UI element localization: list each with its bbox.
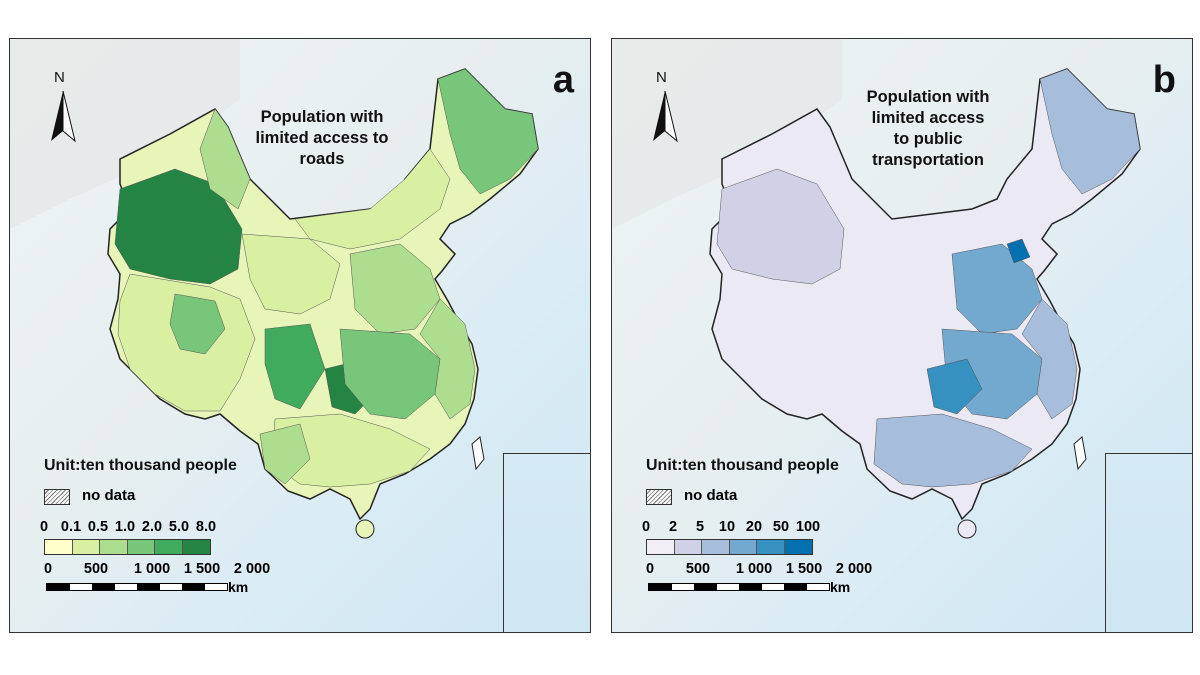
legend-tick: 100: [795, 519, 821, 535]
scale-bar: [648, 583, 830, 591]
ramp-swatch: [45, 540, 73, 554]
ramp-swatch: [182, 540, 210, 554]
color-ramp: [44, 539, 211, 555]
scale-bar: [46, 583, 228, 591]
ramp-swatch: [757, 540, 785, 554]
hainan-island: [957, 519, 977, 539]
color-ramp: [646, 539, 813, 555]
scale-label: 1 500: [785, 561, 823, 577]
terrain-texture: [612, 39, 842, 229]
region-sichuan-west: [264, 323, 326, 410]
scale-unit: km: [830, 579, 851, 595]
region-qinghai: [241, 233, 341, 315]
region-xinjiang-west: [114, 168, 243, 285]
legend-tick: 5: [695, 519, 705, 535]
south-china-sea-inset: [503, 453, 590, 632]
legend-unit: Unit:ten thousand people: [44, 457, 237, 474]
legend-tick: 0: [39, 519, 49, 535]
hainan-island: [355, 519, 375, 539]
region-sichuan-east: [926, 358, 983, 415]
legend-ticks: 0 2 5 10 20 50 100: [642, 519, 846, 537]
north-arrow-icon: [51, 90, 76, 143]
ramp-swatch: [702, 540, 730, 554]
ramp-swatch: [729, 540, 758, 554]
title-line: transportation: [872, 151, 984, 169]
no-data-label: no data: [684, 487, 738, 504]
legend-tick: 5.0: [168, 519, 190, 535]
scale-unit: km: [228, 579, 249, 595]
region-central: [339, 328, 441, 420]
scale-label: 500: [685, 561, 711, 577]
north-label: N: [54, 69, 65, 86]
title-line: to public: [893, 130, 963, 148]
ramp-swatch: [674, 540, 703, 554]
scale-labels: 0 500 1 000 1 500 2 000: [646, 561, 876, 579]
region-north-china: [951, 243, 1043, 335]
scale-label: 0: [43, 561, 53, 577]
map-title: Population with limited access to roads: [238, 107, 406, 170]
region-east-coast: [419, 298, 476, 420]
ramp-swatch: [100, 540, 128, 554]
panel-letter: a: [552, 59, 574, 101]
scale-label: 1 500: [183, 561, 221, 577]
scale-label: 0: [645, 561, 655, 577]
region-northeast: [1039, 68, 1141, 195]
south-china-sea-inset: [1105, 453, 1192, 632]
legend-unit: Unit:ten thousand people: [646, 457, 839, 474]
legend-tick: 8.0: [195, 519, 217, 535]
scale-label: 500: [83, 561, 109, 577]
north-arrow-icon: [653, 90, 678, 143]
region-inner-mongolia: [294, 148, 451, 250]
terrain-texture: [10, 39, 240, 229]
map-panel-a: a Population with limited access to road…: [9, 38, 591, 633]
legend-tick: 20: [745, 519, 763, 535]
legend-tick: 0.5: [87, 519, 109, 535]
legend-tick: 0: [641, 519, 651, 535]
legend-tick: 2.0: [141, 519, 163, 535]
ramp-swatch: [72, 540, 101, 554]
china-outline: [709, 68, 1141, 521]
scale-label: 2 000: [233, 561, 271, 577]
legend-ticks: 0 0.1 0.5 1.0 2.0 5.0 8.0: [40, 519, 244, 537]
ramp-swatch: [127, 540, 156, 554]
legend-tick: 2: [668, 519, 678, 535]
region-xinjiang-west: [716, 168, 845, 285]
scale-label: 2 000: [835, 561, 873, 577]
map-panel-b: b Population with limited access to publ…: [611, 38, 1193, 633]
north-label: N: [656, 69, 667, 86]
map-title: Population with limited access to public…: [844, 87, 1012, 171]
ramp-swatch: [784, 540, 812, 554]
ramp-swatch: [155, 540, 183, 554]
region-beijing: [1006, 238, 1031, 264]
region-xinjiang-north: [199, 108, 251, 210]
hatch-swatch: [44, 489, 70, 505]
region-northeast: [437, 68, 539, 195]
region-east-coast: [1021, 298, 1078, 420]
region-north-china: [349, 243, 441, 335]
legend-tick: 50: [772, 519, 790, 535]
title-line: limited access to: [255, 129, 389, 147]
region-southwest: [259, 423, 311, 485]
no-data-label: no data: [82, 487, 136, 504]
title-line: Population with: [866, 88, 990, 106]
taiwan-island: [471, 436, 485, 471]
region-south: [873, 413, 1033, 488]
panel-letter: b: [1152, 59, 1176, 101]
scale-label: 1 000: [133, 561, 171, 577]
scale-labels: 0 500 1 000 1 500 2 000: [44, 561, 274, 579]
taiwan-island: [1073, 436, 1087, 471]
ramp-swatch: [647, 540, 675, 554]
china-map-a: [10, 39, 539, 539]
legend-tick: 1.0: [114, 519, 136, 535]
legend-tick: 10: [718, 519, 736, 535]
title-line: Population with: [260, 108, 384, 126]
region-tibet-east: [169, 293, 226, 355]
china-map-b: [612, 39, 1141, 539]
legend-tick: 0.1: [60, 519, 82, 535]
scale-label: 1 000: [735, 561, 773, 577]
title-line: roads: [299, 150, 345, 168]
hatch-swatch: [646, 489, 672, 505]
title-line: limited access: [871, 109, 985, 127]
